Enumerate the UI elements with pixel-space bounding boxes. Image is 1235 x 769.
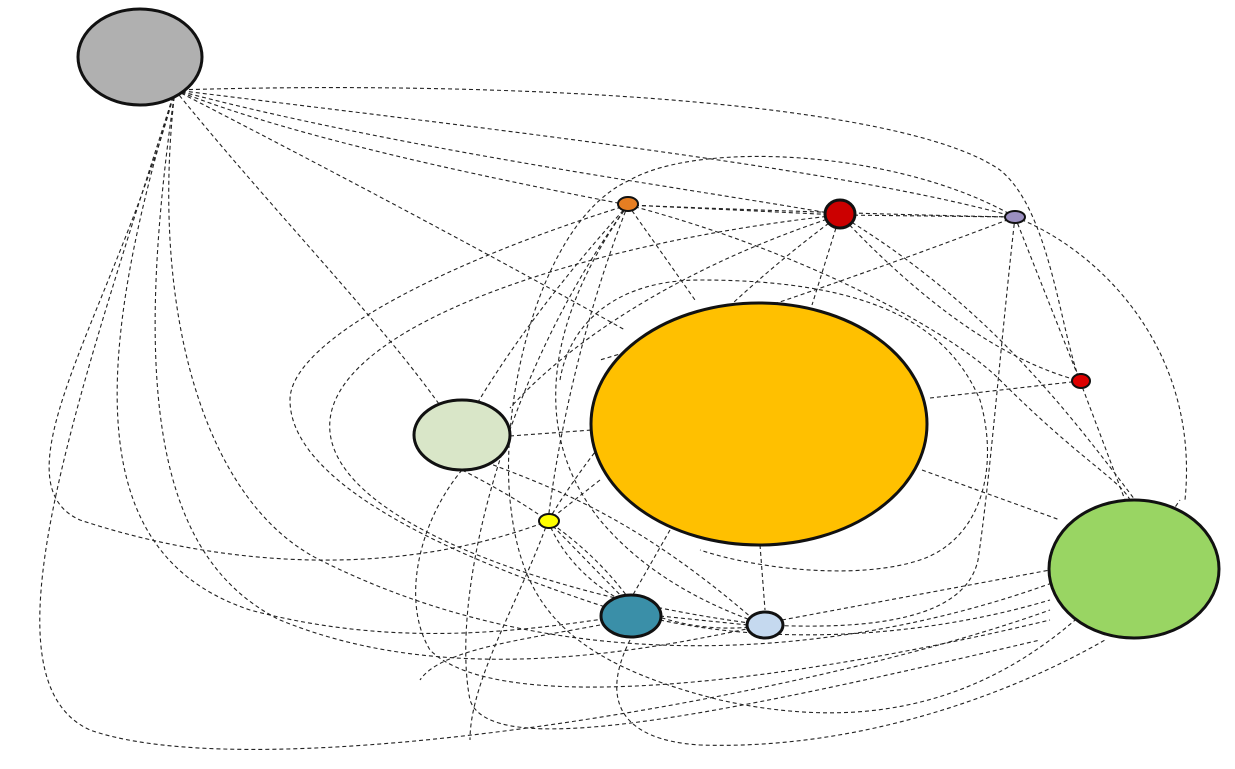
gray-node xyxy=(76,7,204,107)
light-green-node xyxy=(412,398,512,472)
edge xyxy=(116,89,631,635)
edge xyxy=(759,544,766,611)
edge xyxy=(154,89,766,660)
edge xyxy=(616,639,1106,746)
edge xyxy=(547,520,631,606)
purple-node xyxy=(1004,210,1026,224)
edge xyxy=(507,155,1181,714)
orange-node xyxy=(617,196,639,212)
green-node xyxy=(1047,498,1221,640)
edge xyxy=(329,214,841,626)
edge xyxy=(289,204,631,616)
edge xyxy=(921,469,1061,521)
edge xyxy=(168,89,1061,647)
edge xyxy=(547,204,629,522)
edge xyxy=(479,459,761,626)
edge xyxy=(174,89,841,216)
edge xyxy=(659,599,1051,636)
edge xyxy=(174,89,629,206)
edge xyxy=(547,214,841,522)
edge xyxy=(48,89,549,561)
edge xyxy=(764,216,1016,627)
edge xyxy=(555,204,766,626)
edge xyxy=(781,569,1051,621)
edge xyxy=(174,89,626,331)
edge xyxy=(627,204,696,301)
edge xyxy=(461,469,631,601)
edge xyxy=(465,204,1041,730)
gold-node xyxy=(589,301,929,547)
edge xyxy=(469,520,549,741)
edge xyxy=(174,89,1016,218)
edge xyxy=(839,214,1016,218)
edge xyxy=(174,89,461,436)
edge xyxy=(839,214,1081,382)
edge-layer xyxy=(39,87,1187,750)
edge xyxy=(629,529,671,601)
edge xyxy=(415,469,1051,688)
edge xyxy=(627,204,1131,501)
edge xyxy=(509,429,593,437)
edge xyxy=(659,615,749,626)
edge xyxy=(839,214,1136,501)
edge xyxy=(419,624,601,681)
light-blue-node xyxy=(745,610,785,640)
edge xyxy=(627,204,1016,218)
red-node xyxy=(823,198,857,230)
edge xyxy=(1014,216,1081,382)
yellow-node xyxy=(538,513,560,529)
red-small-node xyxy=(1071,373,1091,389)
edge xyxy=(39,89,1051,750)
edge xyxy=(174,87,1081,382)
edge xyxy=(929,380,1081,399)
edge xyxy=(559,279,989,572)
teal-node xyxy=(599,593,663,639)
edge xyxy=(509,214,841,409)
edge xyxy=(1014,216,1187,501)
edge xyxy=(1079,380,1126,501)
edge xyxy=(811,214,841,306)
node-layer xyxy=(76,7,1221,640)
